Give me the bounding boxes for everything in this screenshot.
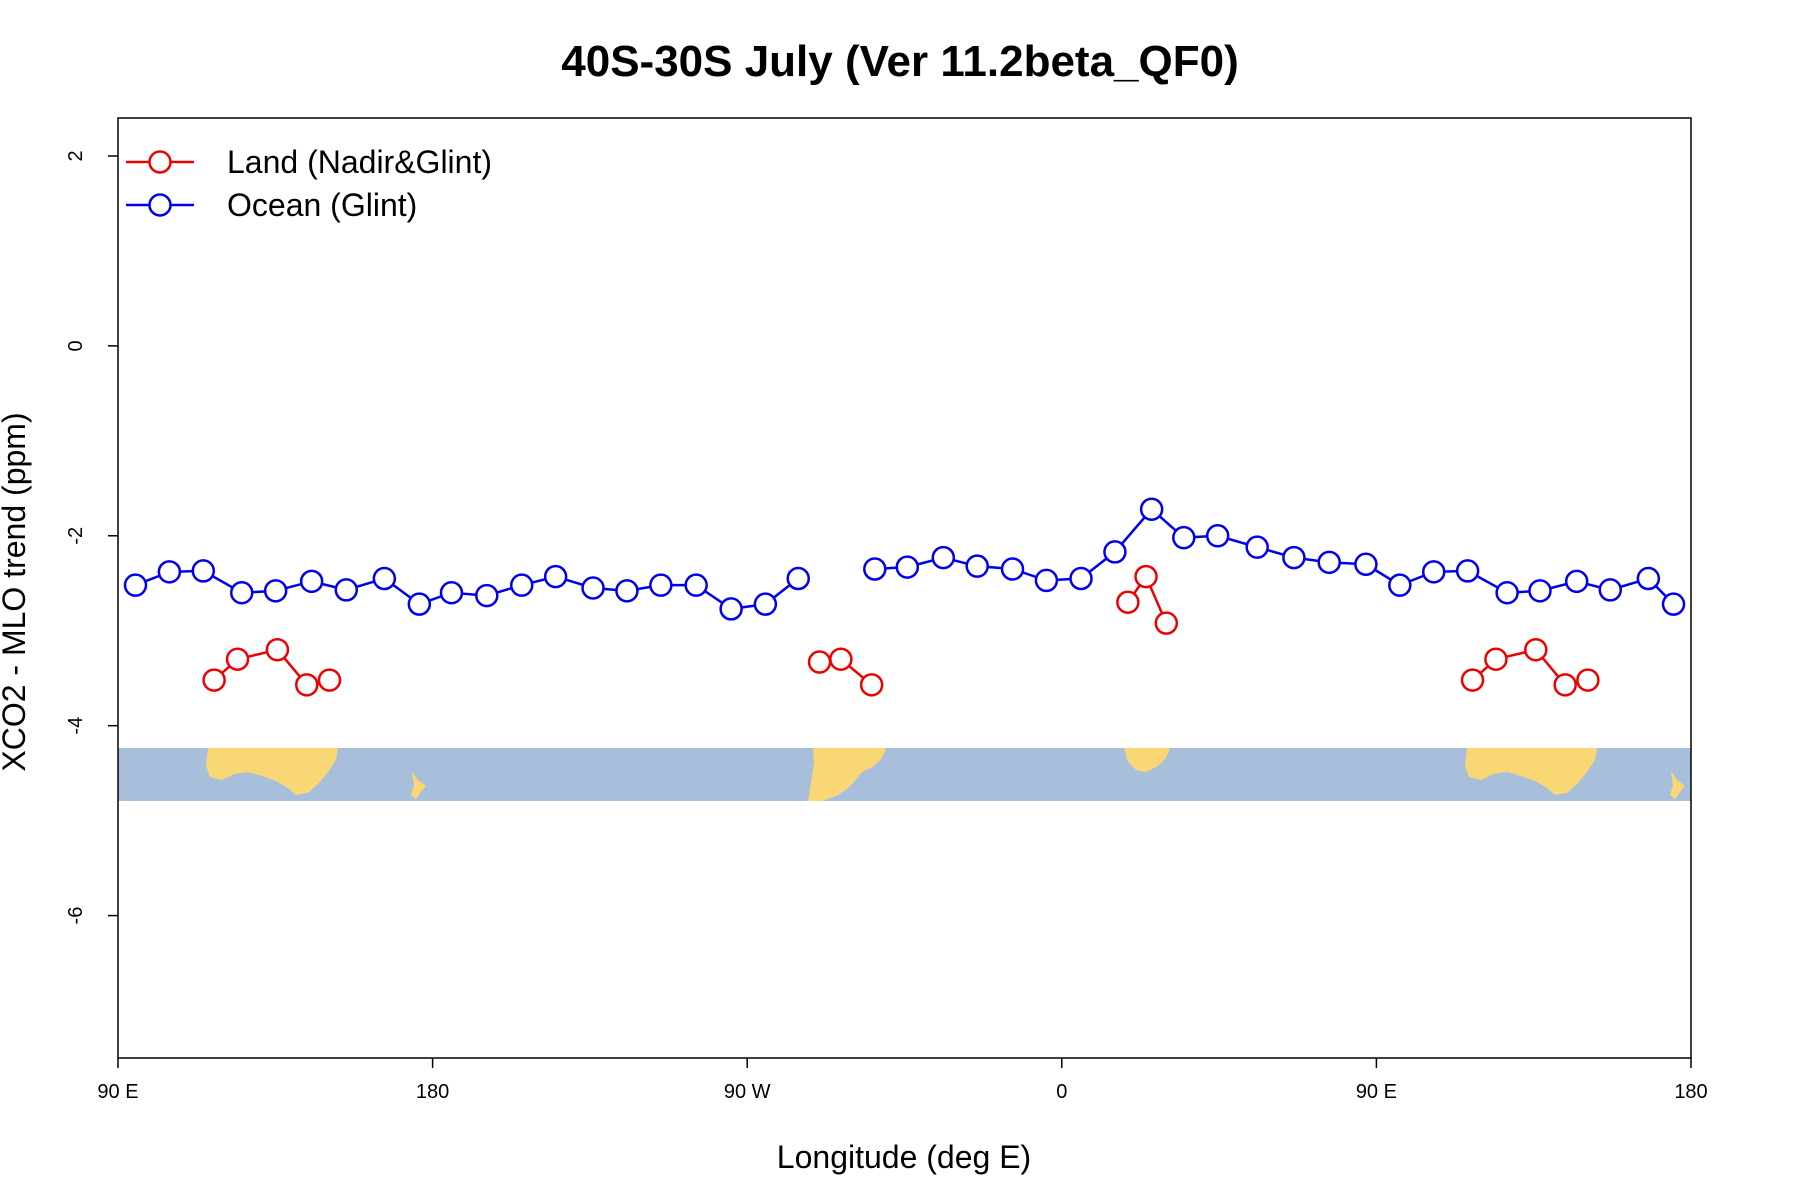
x-tick-label: 90 E [97, 1081, 138, 1103]
ocean-series [123, 497, 1686, 621]
ocean-data-point [1034, 568, 1059, 593]
new-zealand-shape-right [1670, 771, 1685, 799]
y-tick-label: -2 [65, 527, 87, 545]
ocean-data-point [372, 566, 397, 591]
land-data-point [1154, 611, 1179, 635]
ocean-data-point [334, 578, 359, 602]
y-axis: 2 0 -2 -4 -6 [65, 150, 118, 924]
y-tick-label: -6 [65, 907, 87, 925]
ocean-data-point [123, 573, 148, 597]
x-tick-label: 180 [416, 1081, 449, 1103]
legend-ocean-marker [148, 193, 172, 217]
ocean-data-point [931, 545, 956, 570]
series-layer [123, 497, 1686, 697]
ocean-data-point [543, 564, 568, 589]
ocean-data-point [581, 576, 605, 600]
south-america-shape [808, 748, 886, 801]
ocean-data-point [191, 559, 216, 583]
ocean-data-point [895, 555, 920, 579]
ocean-data-point [753, 592, 778, 616]
ocean-data-point [1528, 579, 1552, 603]
land-data-point [807, 650, 832, 674]
land-data-point [1576, 668, 1600, 692]
ocean-data-point [649, 573, 673, 597]
plot-frame [117, 117, 1692, 1059]
land-data-point [265, 637, 290, 662]
australia-shape-right [1465, 748, 1597, 795]
x-tick-label: 90 E [1356, 1081, 1397, 1103]
ocean-data-point [1139, 497, 1164, 521]
ocean-data-point [1103, 540, 1127, 564]
x-tick-label: 180 [1674, 1081, 1707, 1103]
land-data-point [1116, 590, 1140, 614]
y-axis-label: XCO2 - MLO trend (ppm) [0, 412, 32, 771]
ocean-data-point [965, 554, 989, 578]
land-data-point [202, 668, 226, 692]
legend-land-label: Land (Nadir&Glint) [227, 144, 492, 180]
ocean-data-point [1317, 550, 1341, 575]
ocean-data-point [407, 592, 432, 616]
ocean-series-line [874, 507, 1675, 606]
ocean-data-point [1636, 566, 1661, 591]
land-data-point [295, 673, 319, 697]
ocean-data-point [1069, 566, 1093, 591]
ocean-data-point [157, 560, 182, 584]
x-axis-label: Longitude (deg E) [777, 1139, 1031, 1175]
ocean-data-point [263, 579, 288, 603]
ocean-data-point [299, 569, 324, 594]
map-strip [118, 748, 1691, 801]
ocean-data-point [1205, 524, 1230, 548]
ocean-data-point [1598, 578, 1623, 602]
ocean-band [118, 748, 1691, 801]
ocean-data-point [786, 566, 810, 591]
x-tick-label: 90 W [724, 1081, 771, 1103]
ocean-data-point [1245, 535, 1269, 559]
ocean-data-point [1388, 573, 1412, 597]
y-tick-label: -4 [65, 717, 87, 735]
ocean-data-point [475, 583, 499, 608]
new-zealand-shape-left [411, 771, 426, 799]
land-data-point [317, 668, 342, 692]
ocean-data-point [1172, 525, 1196, 550]
ocean-data-point [1564, 569, 1589, 594]
ocean-data-point [439, 580, 464, 605]
x-axis: 90 E 180 90 W 0 90 E 180 [97, 1058, 1708, 1103]
legend-land-marker [148, 150, 172, 174]
y-tick-label: 2 [65, 150, 87, 161]
ocean-data-point [1495, 580, 1519, 605]
land-data-point [1134, 564, 1158, 589]
ocean-data-point [684, 573, 708, 597]
africa-shape [1124, 748, 1170, 772]
ocean-data-point [1000, 557, 1025, 581]
y-tick-label: 0 [65, 340, 87, 351]
legend: Land (Nadir&Glint) Ocean (Glint) [126, 144, 492, 223]
land-data-point [225, 647, 250, 671]
ocean-data-point [509, 573, 534, 597]
land-data-point [1460, 668, 1485, 692]
ocean-data-point [229, 580, 254, 605]
ocean-data-point [1455, 559, 1480, 583]
ocean-data-point [1421, 560, 1446, 584]
ocean-data-point [615, 579, 639, 603]
x-tick-label: 0 [1056, 1081, 1067, 1103]
land-data-point [1484, 647, 1508, 671]
land-series [202, 564, 1600, 697]
land-data-point [829, 647, 853, 671]
land-data-point [1553, 673, 1577, 697]
chart-title: 40S-30S July (Ver 11.2beta_QF0) [561, 37, 1239, 86]
ocean-data-point [1282, 545, 1306, 570]
ocean-data-point [863, 557, 887, 581]
legend-ocean-label: Ocean (Glint) [227, 187, 417, 223]
ocean-data-point [1661, 592, 1686, 616]
ocean-data-point [719, 597, 743, 621]
land-data-point [859, 673, 884, 697]
ocean-data-point [1354, 552, 1378, 577]
land-data-point [1524, 637, 1548, 662]
australia-shape-left [206, 748, 338, 795]
